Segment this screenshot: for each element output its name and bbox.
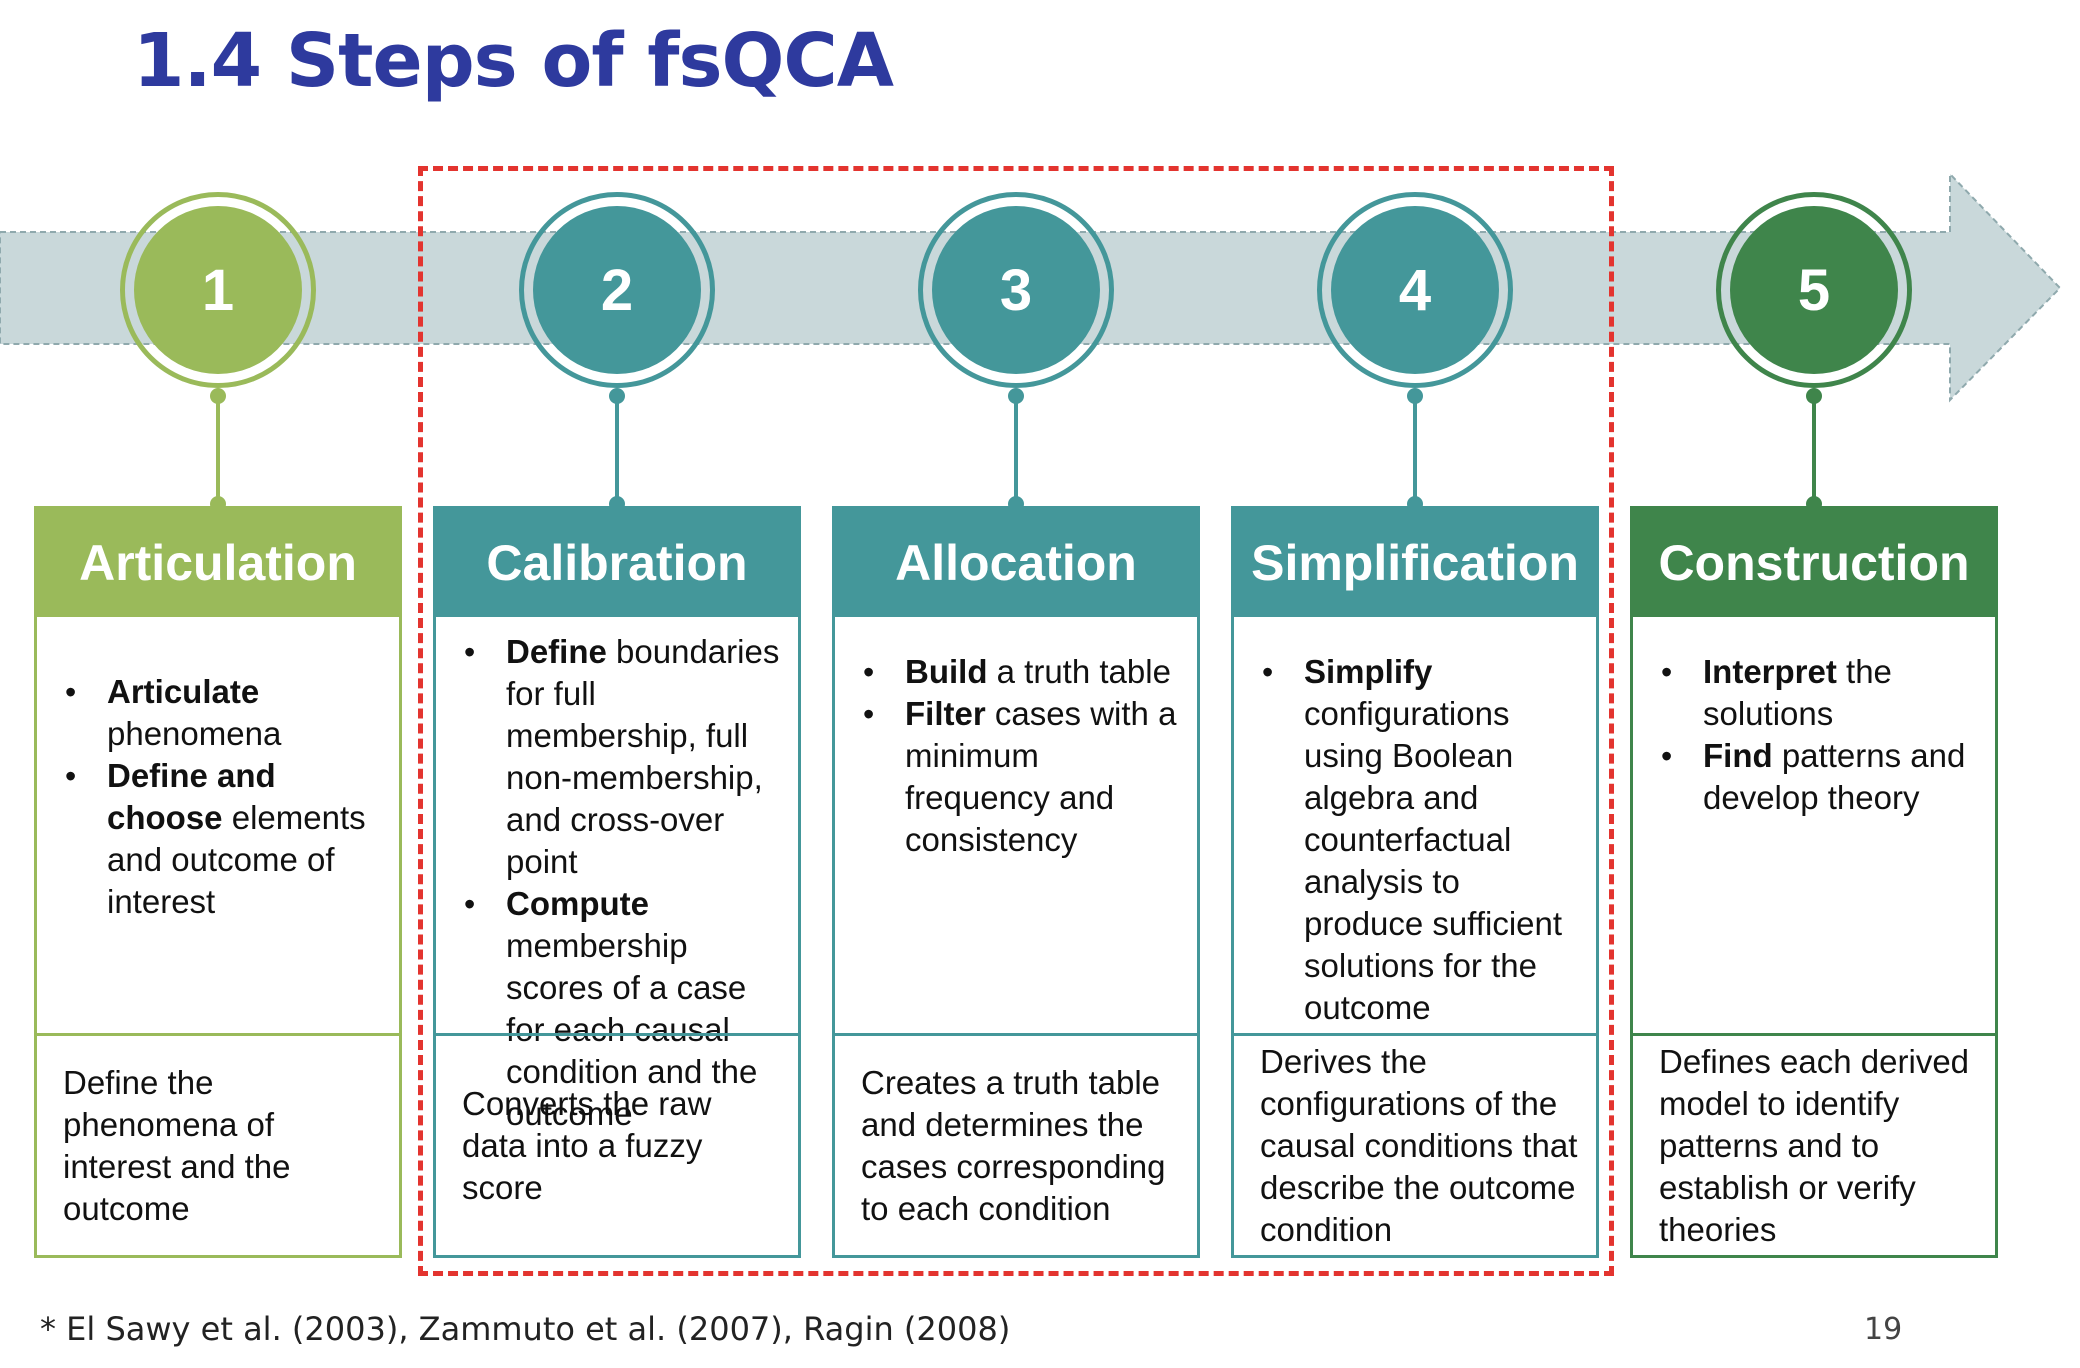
bullet-list: Interpret the solutionsFind patterns and…	[1661, 651, 1985, 819]
step-connector	[1413, 392, 1417, 506]
step-summary: Define the phenomena of interest and the…	[63, 1063, 291, 1227]
bullet-text: elements and outcome of interest	[107, 799, 366, 920]
bullet-item: Build a truth table	[863, 651, 1187, 693]
connector-dot	[1407, 388, 1423, 404]
bullet-text: a truth table	[987, 653, 1171, 690]
step-actions: Build a truth tableFilter cases with a m…	[835, 617, 1197, 921]
step-header: Calibration	[436, 509, 798, 617]
bullet-item: Define and choose elements and outcome o…	[65, 755, 389, 923]
step-actions: Simplify configurations using Boolean al…	[1234, 617, 1596, 1026]
bullet-keyword: Define and choose	[107, 757, 276, 836]
bullet-text: phenomena	[107, 715, 282, 752]
step-connector	[615, 392, 619, 506]
step-number: 1	[134, 206, 302, 374]
bullet-keyword: Define	[506, 633, 607, 670]
connector-dot	[609, 388, 625, 404]
bullet-list: Articulate phenomenaDefine and choose el…	[65, 671, 389, 923]
step-card-simplification: Simplification Simplify configurations us…	[1231, 506, 1599, 1258]
step-summary: Derives the configurations of the causal…	[1260, 1042, 1578, 1248]
highlight-box	[418, 166, 1614, 1276]
bullet-item: Filter cases with a minimum frequency an…	[863, 693, 1187, 861]
step-connector	[216, 392, 220, 506]
bullet-list: Define boundaries for full membership, f…	[464, 631, 788, 1135]
step-summary: Converts the raw data into a fuzzy score	[462, 1084, 712, 1206]
step-summary-box: Define the phenomena of interest and the…	[37, 1033, 399, 1255]
step-circle-5: 5	[1716, 192, 1912, 388]
step-connector	[1014, 392, 1018, 506]
bullet-item: Interpret the solutions	[1661, 651, 1985, 735]
connector-dot	[210, 388, 226, 404]
step-connector	[1812, 392, 1816, 506]
bullet-item: Define boundaries for full membership, f…	[464, 631, 788, 883]
step-number: 5	[1730, 206, 1898, 374]
bullet-keyword: Find	[1703, 737, 1773, 774]
step-actions: Articulate phenomenaDefine and choose el…	[37, 617, 399, 921]
step-circle-4: 4	[1317, 192, 1513, 388]
connector-dot	[1806, 388, 1822, 404]
bullet-keyword: Simplify	[1304, 653, 1433, 690]
bullet-text: patterns and develop theory	[1703, 737, 1966, 816]
step-header: Allocation	[835, 509, 1197, 617]
step-actions: Interpret the solutionsFind patterns and…	[1633, 617, 1995, 921]
step-number: 2	[533, 206, 701, 374]
page-number: 19	[1864, 1312, 1903, 1347]
bullet-item: Simplify configurations using Boolean al…	[1262, 651, 1586, 1029]
step-header: Simplification	[1234, 509, 1596, 617]
bullet-item: Compute membership scores of a case for …	[464, 883, 788, 1135]
bullet-text: the solutions	[1703, 653, 1892, 732]
bullet-keyword: Articulate	[107, 673, 260, 710]
bullet-keyword: Compute	[506, 885, 649, 922]
step-card-allocation: Allocation Build a truth tableFilter case…	[832, 506, 1200, 1258]
step-header: Construction	[1633, 509, 1995, 617]
bullet-text: membership scores of a case for each cau…	[506, 927, 758, 1132]
step-summary: Creates a truth table and determines the…	[861, 1063, 1166, 1227]
bullet-keyword: Interpret	[1703, 653, 1837, 690]
bullet-list: Simplify configurations using Boolean al…	[1262, 651, 1586, 1029]
step-number: 3	[932, 206, 1100, 374]
bullet-keyword: Build	[905, 653, 988, 690]
bullet-item: Find patterns and develop theory	[1661, 735, 1985, 819]
step-card-construction: Construction Interpret the solutionsFind …	[1630, 506, 1998, 1258]
step-summary: Defines each derived model to identify p…	[1659, 1042, 1970, 1248]
bullet-list: Build a truth tableFilter cases with a m…	[863, 651, 1187, 861]
bullet-item: Articulate phenomena	[65, 671, 389, 755]
bullet-keyword: Filter	[905, 695, 986, 732]
step-circle-1: 1	[120, 192, 316, 388]
bullet-text: cases with a minimum frequency and consi…	[905, 695, 1177, 858]
step-summary-box: Creates a truth table and determines the…	[835, 1033, 1197, 1255]
footnote: * El Sawy et al. (2003), Zammuto et al. …	[40, 1310, 1011, 1348]
step-summary-box: Converts the raw data into a fuzzy score	[436, 1033, 798, 1255]
step-header: Articulation	[37, 509, 399, 617]
step-summary-box: Derives the configurations of the causal…	[1234, 1033, 1596, 1255]
step-number: 4	[1331, 206, 1499, 374]
bullet-text: configurations using Boolean algebra and…	[1304, 695, 1563, 1026]
connector-dot	[1008, 388, 1024, 404]
step-card-calibration: Calibration Define boundaries for full me…	[433, 506, 801, 1258]
step-circle-3: 3	[918, 192, 1114, 388]
step-circle-2: 2	[519, 192, 715, 388]
step-summary-box: Defines each derived model to identify p…	[1633, 1033, 1995, 1255]
step-actions: Define boundaries for full membership, f…	[436, 617, 798, 1132]
slide-title: 1.4 Steps of fsQCA	[133, 18, 894, 104]
step-card-articulation: ArticulationArticulate phenomenaDefine a…	[34, 506, 402, 1258]
bullet-text: boundaries for full membership, full non…	[506, 633, 780, 880]
